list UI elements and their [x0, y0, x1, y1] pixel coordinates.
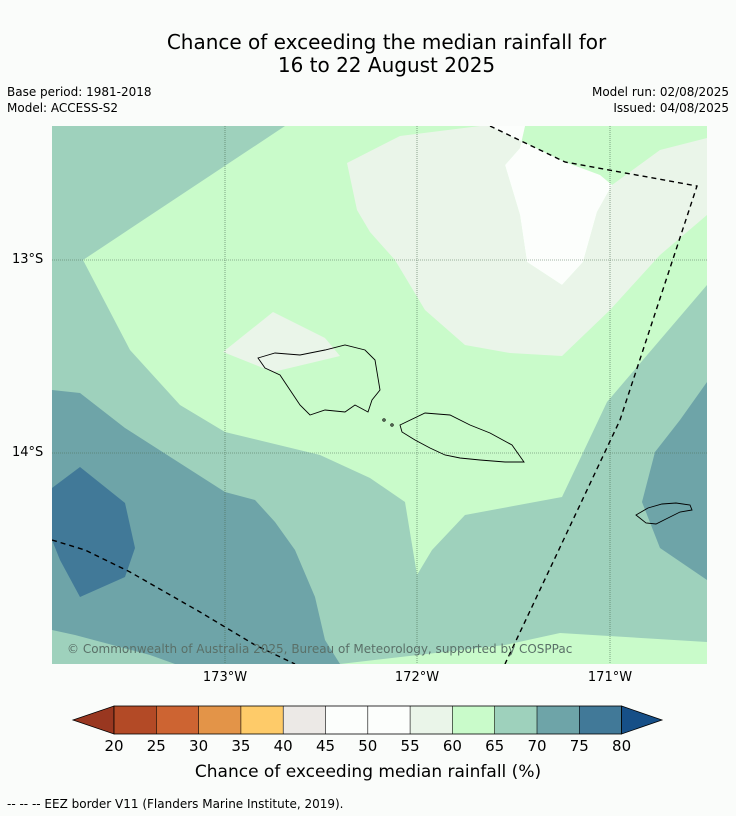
- colorbar-extend-low: [71, 705, 115, 735]
- tutuila-island: [635, 502, 693, 525]
- colorbar-tick: 55: [400, 737, 420, 755]
- colorbar-35-40: [240, 706, 284, 734]
- band-65-70-corner: [52, 630, 175, 664]
- eez-legend-text: -- -- -- EEZ border V11 (Flanders Marine…: [7, 797, 344, 811]
- colorbar-50-55: [367, 706, 411, 734]
- band-55-60-north: [347, 126, 707, 356]
- colorbar-tick: 50: [358, 737, 378, 755]
- model-text: Model: ACCESS-S2: [7, 101, 119, 115]
- map-area: [52, 126, 707, 664]
- colorbar-65-70: [494, 706, 537, 734]
- colorbar-extend-high: [621, 705, 664, 735]
- colorbar-40-45: [283, 706, 326, 734]
- colorbar: [71, 705, 664, 735]
- colorbar-25-30: [156, 706, 199, 734]
- band-55-60-patch: [223, 312, 340, 372]
- colorbar-tick: 60: [442, 737, 462, 755]
- eez-border: [52, 126, 698, 664]
- band-45-55-north: [490, 126, 612, 285]
- colorbar-55-60: [410, 706, 453, 734]
- coastline: [257, 344, 693, 525]
- lat-label-13s: 13°S: [12, 252, 44, 267]
- colorbar-tick: 20: [104, 737, 124, 755]
- issued-text: Issued: 04/08/2025: [613, 101, 729, 115]
- colorbar-45-50: [325, 706, 368, 734]
- map-title-line1: Chance of exceeding the median rainfall …: [166, 30, 607, 54]
- colorbar-60-65: [452, 706, 495, 734]
- base-period-text: Base period: 1981-2018: [7, 85, 152, 99]
- meta-left: Base period: 1981-2018 Model: ACCESS-S2: [7, 84, 152, 116]
- colorbar-tick: 25: [146, 737, 166, 755]
- savaii-island: [257, 344, 381, 416]
- map-title-line2: 16 to 22 August 2025: [277, 53, 496, 77]
- colorbar-tick: 40: [273, 737, 293, 755]
- colorbar-70-75: [537, 706, 580, 734]
- colorbar-30-35: [198, 706, 241, 734]
- lat-label-14s: 14°S: [12, 445, 44, 460]
- colorbar-20-25: [114, 706, 157, 734]
- copyright-text: © Commonwealth of Australia 2025, Bureau…: [67, 642, 573, 656]
- colorbar-tick: 65: [485, 737, 505, 755]
- band-70-75-southwest: [52, 390, 340, 664]
- colorbar-tick: 45: [315, 737, 336, 755]
- colorbar-tick: 35: [231, 737, 251, 755]
- lon-label-173w: 173°W: [202, 670, 248, 685]
- graticule: [52, 126, 707, 664]
- colorbar-tick: 80: [612, 737, 632, 755]
- colorbar-75-80: [579, 706, 622, 734]
- colorbar-label: Chance of exceeding median rainfall (%): [194, 762, 542, 782]
- band-70-75-east: [642, 382, 707, 580]
- model-run-text: Model run: 02/08/2025: [591, 85, 729, 99]
- colorbar-tick: 75: [569, 737, 589, 755]
- meta-right: Model run: 02/08/2025 Issued: 04/08/2025: [592, 84, 729, 116]
- colorbar-tick: 70: [527, 737, 547, 755]
- colorbar-tick: 30: [189, 737, 209, 755]
- upolu-island: [399, 412, 525, 463]
- lon-label-171w: 171°W: [587, 670, 633, 685]
- map-title: Chance of exceeding the median rainfall …: [0, 31, 736, 77]
- lon-label-172w: 172°W: [394, 670, 440, 685]
